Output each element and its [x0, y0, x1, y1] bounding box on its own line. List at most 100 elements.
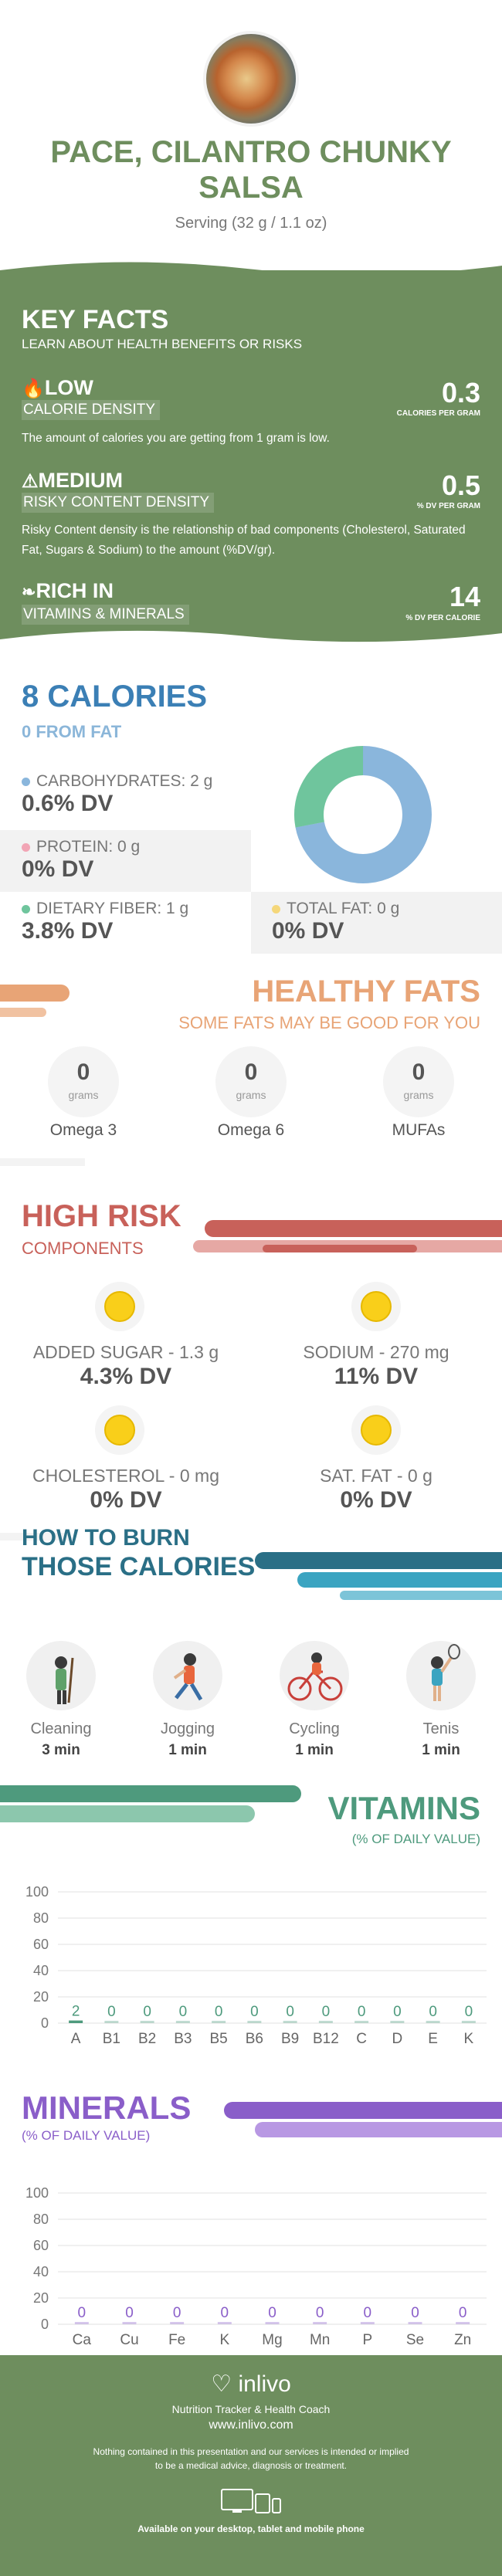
minerals-subtitle: (% OF DAILY VALUE) [22, 2128, 151, 2143]
vitamins-bar-B2 [140, 2021, 154, 2023]
vitamins-value-label: 0 [286, 2004, 294, 2020]
rich-in-label: VITAMINS & MINERALS [22, 605, 189, 625]
vitamins-value-label: 0 [250, 2004, 259, 2020]
vitamins-value-label: 2 [72, 2004, 80, 2020]
minerals-category-label: K [219, 2332, 229, 2347]
calories-from-fat: 0 FROM FAT [22, 722, 122, 741]
vitamins-value-label: 0 [215, 2004, 223, 2020]
minerals-bar-Zn [456, 2322, 470, 2324]
vitamins-bar-B5 [212, 2021, 226, 2023]
vitamins-subtitle: (% OF DAILY VALUE) [351, 1832, 480, 1846]
minerals-category-label: Mn [310, 2332, 330, 2347]
cleaning-label: Cleaning [30, 1720, 92, 1737]
added-sugar-badge [95, 1282, 144, 1331]
high-risk-subtitle: COMPONENTS [22, 1239, 144, 1258]
minerals-bar-Mn [313, 2322, 327, 2324]
risk-decor-gray [0, 1158, 85, 1166]
footer-url[interactable]: www.inlivo.com [209, 2418, 293, 2432]
burn-decor-gray [0, 1533, 70, 1541]
minerals-ytick-label: 100 [25, 2185, 49, 2201]
sodium-label: SODIUM - 270 mg [303, 1342, 449, 1362]
rich-in-unit: % DV PER CALORIE [405, 614, 480, 622]
omega6-value: 0 [244, 1059, 258, 1085]
minerals-ytick-label: 20 [33, 2290, 49, 2306]
minerals-bar-Ca [74, 2322, 89, 2324]
food-image [203, 31, 299, 127]
vitamins-bar-E [426, 2021, 440, 2023]
minerals-value-label: 0 [173, 2305, 181, 2321]
vitamins-category-label: B2 [138, 2031, 156, 2046]
minerals-bar-Cu [122, 2322, 137, 2324]
warning-icon: ⚠ [22, 471, 39, 492]
minerals-ytick-label: 0 [41, 2317, 49, 2332]
calorie-density-value: 0.3 [441, 377, 480, 408]
vitamins-ytick-label: 40 [33, 1963, 49, 1978]
risky-density-desc: Risky Content density is the relationshi… [22, 524, 466, 557]
vitamins-value-label: 0 [465, 2004, 473, 2020]
minerals-value-label: 0 [459, 2305, 467, 2321]
rich-in-value: 14 [449, 581, 480, 612]
vitamins-category-label: B5 [210, 2031, 228, 2046]
minerals-title: MINERALS [22, 2090, 192, 2126]
omega3-value: 0 [76, 1059, 90, 1085]
cholesterol-dv: 0% DV [90, 1487, 162, 1513]
cholesterol-badge [95, 1405, 144, 1455]
minerals-ytick-label: 60 [33, 2238, 49, 2253]
macro-donut-chart [294, 746, 432, 883]
added-sugar-dv: 4.3% DV [80, 1364, 172, 1389]
sat-fat-label: SAT. FAT - 0 g [320, 1466, 432, 1486]
vitamins-bar-B9 [283, 2021, 297, 2023]
minerals-value-label: 0 [364, 2305, 372, 2321]
heart-icon: ♡ [211, 2371, 232, 2397]
smiley-icon [361, 1291, 392, 1322]
fat-dot [272, 904, 280, 913]
macro-protein: PROTEIN: 0 g 0% DV [22, 838, 141, 882]
vitamins-bar-B12 [318, 2021, 333, 2023]
cleaning-time: 3 min [42, 1742, 80, 1758]
risk-decor-bar-3 [263, 1245, 417, 1252]
vitamins-ytick-label: 0 [41, 2015, 49, 2031]
vitamins-category-label: A [71, 2031, 81, 2046]
minerals-chart: 0 20 40 60 80 100 0 Ca 0 Cu 0 Fe 0 K 0 Mg 0 Mn 0 P 0 Se 0 Zn [25, 2185, 487, 2347]
vitamins-bar-B1 [104, 2021, 119, 2023]
minerals-ytick-label: 40 [33, 2264, 49, 2279]
minerals-bar-P [360, 2322, 375, 2324]
minerals-bar-Mg [265, 2322, 280, 2324]
sodium-badge [351, 1282, 401, 1331]
tennis-icon [406, 1641, 476, 1710]
minerals-category-label: Mg [262, 2332, 282, 2347]
mufas-value: 0 [412, 1059, 426, 1085]
minerals-value-label: 0 [221, 2305, 229, 2321]
minerals-category-label: P [362, 2332, 372, 2347]
minerals-category-label: Ca [73, 2332, 92, 2347]
minerals-value-label: 0 [78, 2305, 86, 2321]
vitamins-value-label: 0 [429, 2004, 437, 2020]
footer-disclaimer-1: Nothing contained in this presentation a… [93, 2446, 409, 2457]
omega3-circle [48, 1046, 119, 1117]
footer-tagline: Nutrition Tracker & Health Coach [171, 2403, 331, 2415]
minerals-decor-bar-2 [255, 2122, 502, 2137]
calorie-density-level: 🔥LOW [22, 376, 93, 399]
vitamins-ytick-label: 60 [33, 1937, 49, 1952]
risky-density-unit: % DV PER GRAM [416, 502, 480, 510]
vitamins-category-label: B9 [281, 2031, 299, 2046]
vitamins-category-label: D [392, 2031, 403, 2046]
leaf-icon: ❧ [22, 582, 36, 602]
flame-icon: 🔥 [22, 378, 45, 399]
high-risk-title: HIGH RISK [22, 1199, 181, 1233]
calorie-density-unit: CALORIES PER GRAM [396, 409, 480, 418]
vitamins-ytick-label: 100 [25, 1884, 49, 1900]
sat-fat-dv: 0% DV [340, 1487, 412, 1513]
vitamins-category-label: B6 [246, 2031, 263, 2046]
macro-fiber: DIETARY FIBER: 1 g 3.8% DV [22, 900, 189, 944]
serving-size: Serving (32 g / 1.1 oz) [175, 215, 327, 232]
burn-decor-bar-1 [255, 1552, 502, 1569]
minerals-bar-Fe [170, 2322, 185, 2324]
fat-box [251, 892, 502, 954]
healthy-fats-title: HEALTHY FATS [252, 974, 480, 1008]
vitamins-value-label: 0 [107, 2004, 116, 2020]
footer-disclaimer-2: to be a medical advice, diagnosis or tre… [154, 2460, 348, 2471]
vitamins-category-label: C [356, 2031, 367, 2046]
vitamins-chart: 0 20 40 60 80 100 2 A 0 B1 0 B2 0 B3 0 B5 0 B6 0 B9 0 B12 0 C 0 D… [25, 1884, 487, 2046]
jogging-label: Jogging [160, 1720, 215, 1737]
